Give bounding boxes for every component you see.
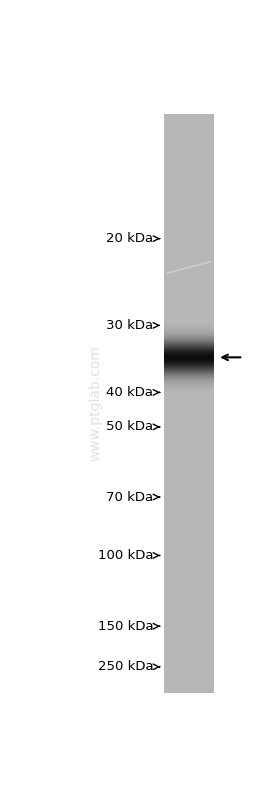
Text: 150 kDa: 150 kDa — [98, 620, 153, 633]
Text: www.ptglab.com: www.ptglab.com — [89, 345, 103, 462]
Text: 20 kDa: 20 kDa — [106, 233, 153, 245]
Text: 30 kDa: 30 kDa — [106, 319, 153, 332]
Text: 70 kDa: 70 kDa — [106, 491, 153, 503]
Text: 50 kDa: 50 kDa — [106, 420, 153, 433]
Text: 100 kDa: 100 kDa — [98, 549, 153, 562]
Text: 250 kDa: 250 kDa — [98, 660, 153, 674]
Text: 40 kDa: 40 kDa — [106, 386, 153, 399]
